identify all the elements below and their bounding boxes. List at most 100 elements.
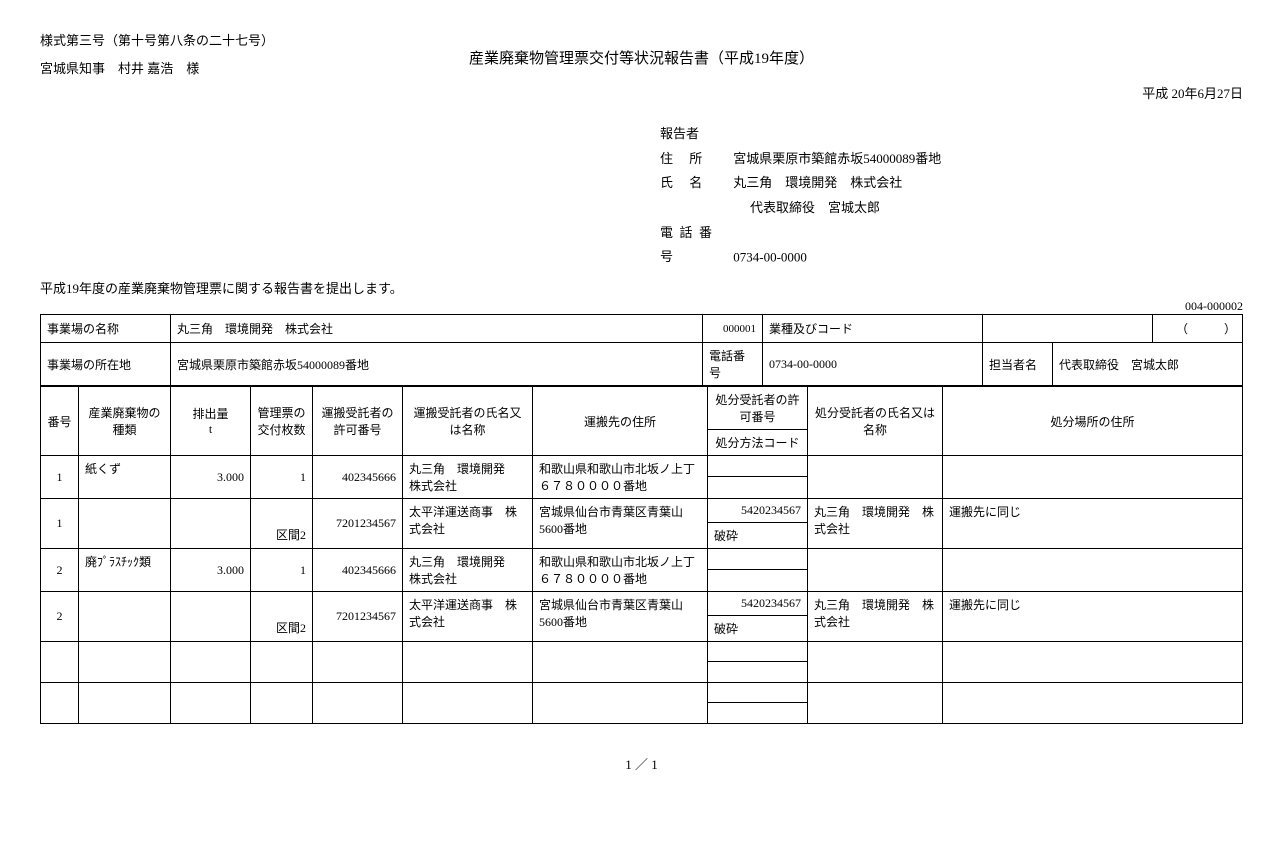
reporter-name-label: 氏 名 [660, 171, 730, 196]
cell-manifest: 1 [251, 549, 313, 592]
industry-paren: （ ） [1153, 315, 1243, 343]
cell-no: 1 [41, 499, 79, 549]
cell-disp-permit-method [708, 642, 808, 683]
cell-trans-name: 丸三角 環境開発 株式会社 [403, 549, 533, 592]
cell-disp-name: 丸三角 環境開発 株式会社 [808, 499, 943, 549]
cell-manifest: 1 [251, 456, 313, 499]
cell-manifest: 区間2 [251, 499, 313, 549]
reporter-tel: 0734-00-0000 [733, 249, 807, 264]
cell-trans-name: 丸三角 環境開発 株式会社 [403, 456, 533, 499]
cell-trans-dest: 宮城県仙台市青葉区青葉山5600番地 [533, 592, 708, 642]
cell-disp-permit-method: 5420234567破砕 [708, 592, 808, 642]
site-code: 000001 [702, 315, 762, 343]
site-tel: 0734-00-0000 [762, 343, 982, 386]
cell-manifest [251, 642, 313, 683]
table-row [41, 642, 1243, 683]
cell-trans-permit [313, 683, 403, 724]
cell-emission: 3.000 [171, 456, 251, 499]
col-trans-dest: 運搬先の住所 [533, 387, 708, 456]
cell-disp-addr [943, 642, 1243, 683]
cell-disp-addr [943, 456, 1243, 499]
cell-disp-permit: 5420234567 [708, 499, 807, 523]
col-disp-addr: 処分場所の住所 [943, 387, 1243, 456]
cell-trans-permit: 402345666 [313, 549, 403, 592]
cell-disp-method: 破砕 [708, 616, 807, 641]
cell-disp-name: 丸三角 環境開発 株式会社 [808, 592, 943, 642]
cell-waste-type: 廃ﾌﾟﾗｽﾁｯｸ類 [79, 549, 171, 592]
cell-disp-method: 破砕 [708, 523, 807, 548]
cell-waste-type [79, 499, 171, 549]
cell-trans-permit: 402345666 [313, 456, 403, 499]
col-disp-method: 処分方法コード [708, 430, 808, 456]
manifest-data-table: 番号 産業廃棄物の種類 排出量 t 管理票の交付枚数 運搬受託者の許可番号 運搬… [40, 386, 1243, 724]
reporter-representative: 代表取締役 宮城太郎 [750, 196, 1243, 221]
cell-waste-type [79, 642, 171, 683]
site-name-label: 事業場の名称 [41, 315, 171, 343]
cell-disp-addr [943, 549, 1243, 592]
cell-disp-name [808, 642, 943, 683]
site-addr-label: 事業場の所在地 [41, 343, 171, 386]
cell-disp-addr [943, 683, 1243, 724]
cell-disp-permit [708, 457, 807, 477]
cell-no [41, 683, 79, 724]
meta-row: 事業場の所在地 宮城県栗原市築館赤坂54000089番地 電話番号 0734-0… [41, 343, 1243, 386]
cell-emission [171, 592, 251, 642]
reporter-tel-label: 電話番号 [660, 221, 730, 270]
site-name: 丸三角 環境開発 株式会社 [171, 315, 703, 343]
table-row: 2廃ﾌﾟﾗｽﾁｯｸ類3.0001402345666丸三角 環境開発 株式会社和歌… [41, 549, 1243, 592]
col-emission: 排出量 t [171, 387, 251, 456]
meta-row: 事業場の名称 丸三角 環境開発 株式会社 000001 業種及びコード （ ） [41, 315, 1243, 343]
site-addr: 宮城県栗原市築館赤坂54000089番地 [171, 343, 703, 386]
cell-waste-type [79, 683, 171, 724]
col-disp-permit: 処分受託者の許可番号 [708, 387, 808, 430]
cell-disp-name [808, 456, 943, 499]
cell-disp-permit: 5420234567 [708, 592, 807, 616]
cell-trans-permit: 7201234567 [313, 592, 403, 642]
cell-no [41, 642, 79, 683]
site-tel-label: 電話番号 [702, 343, 762, 386]
cell-disp-addr: 運搬先に同じ [943, 592, 1243, 642]
cell-trans-dest: 和歌山県和歌山市北坂ノ上丁６７８００００番地 [533, 549, 708, 592]
col-manifest: 管理票の交付枚数 [251, 387, 313, 456]
site-meta-table: 事業場の名称 丸三角 環境開発 株式会社 000001 業種及びコード （ ） … [40, 314, 1243, 386]
cell-trans-permit: 7201234567 [313, 499, 403, 549]
cell-disp-method [708, 477, 807, 497]
cell-manifest: 区間2 [251, 592, 313, 642]
document-id: 004-000002 [40, 299, 1243, 314]
reporter-address-label: 住 所 [660, 147, 730, 172]
cell-trans-dest [533, 683, 708, 724]
cell-trans-name: 太平洋運送商事 株式会社 [403, 499, 533, 549]
contact-label: 担当者名 [983, 343, 1053, 386]
table-row: 1 区間27201234567太平洋運送商事 株式会社宮城県仙台市青葉区青葉山56… [41, 499, 1243, 549]
cell-no: 1 [41, 456, 79, 499]
industry-label: 業種及びコード [762, 315, 982, 343]
industry-value [983, 315, 1153, 343]
table-row: 1紙くず3.0001402345666丸三角 環境開発 株式会社和歌山県和歌山市… [41, 456, 1243, 499]
cell-emission [171, 499, 251, 549]
cell-disp-name [808, 549, 943, 592]
col-trans-permit: 運搬受託者の許可番号 [313, 387, 403, 456]
contact-name: 代表取締役 宮城太郎 [1053, 343, 1243, 386]
col-trans-name: 運搬受託者の氏名又は名称 [403, 387, 533, 456]
cell-trans-name [403, 642, 533, 683]
cell-disp-permit [708, 642, 807, 662]
cell-emission [171, 642, 251, 683]
cell-trans-permit [313, 642, 403, 683]
cell-manifest [251, 683, 313, 724]
cell-disp-method [708, 703, 807, 723]
page-number: 1 ／ 1 [40, 754, 1243, 773]
col-disp-name: 処分受託者の氏名又は名称 [808, 387, 943, 456]
cell-trans-name [403, 683, 533, 724]
reporter-block: 報告者 住 所 宮城県栗原市築館赤坂54000089番地 氏 名 丸三角 環境開… [660, 122, 1243, 270]
reporter-address: 宮城県栗原市築館赤坂54000089番地 [733, 151, 941, 166]
cell-no: 2 [41, 592, 79, 642]
cell-trans-name: 太平洋運送商事 株式会社 [403, 592, 533, 642]
cell-disp-permit-method [708, 549, 808, 592]
cell-trans-dest [533, 642, 708, 683]
cell-trans-dest: 宮城県仙台市青葉区青葉山5600番地 [533, 499, 708, 549]
col-no: 番号 [41, 387, 79, 456]
cell-disp-permit-method [708, 456, 808, 499]
col-emission-unit: t [177, 422, 244, 437]
col-waste-type: 産業廃棄物の種類 [79, 387, 171, 456]
cell-no: 2 [41, 549, 79, 592]
